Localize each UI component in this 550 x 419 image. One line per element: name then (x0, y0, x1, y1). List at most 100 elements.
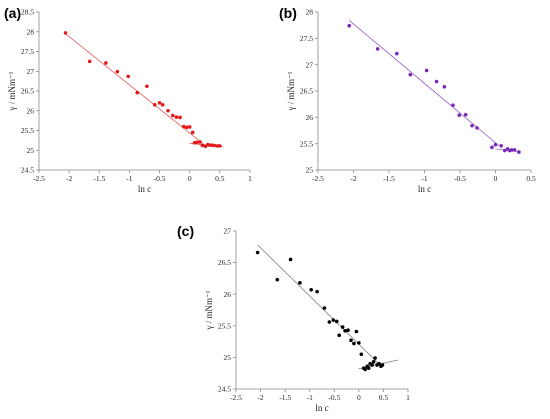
x-tick-label: -1 (126, 174, 132, 183)
data-point (145, 84, 149, 89)
data-point (198, 140, 202, 144)
y-tick-label: 27 (224, 227, 232, 236)
y-tick-label: 26 (27, 106, 35, 115)
panel-label: (b) (279, 5, 297, 21)
y-tick-label: 28.5 (21, 8, 34, 17)
x-tick-label: -0.5 (454, 174, 466, 183)
data-point (363, 367, 368, 372)
data-point (352, 341, 356, 346)
panel-label: (c) (177, 223, 194, 239)
x-tick-label: -1.5 (93, 174, 105, 183)
data-point (375, 47, 380, 51)
data-point (510, 148, 514, 152)
y-tick-label: 26.5 (300, 87, 313, 96)
x-tick-label: -1.5 (383, 174, 395, 183)
x-tick-label: 1 (406, 393, 410, 402)
y-tick-label: 27.5 (21, 47, 34, 56)
data-point (104, 61, 108, 65)
x-tick-label: 0.5 (379, 393, 389, 402)
data-point (331, 318, 336, 322)
chart-panel-2: (c) -2.5 -2 -1.5 -1 -0.5 0 0.5 1 24.5 25 25.5 26 26.5… (177, 223, 410, 413)
y-axis-label: γ / mNm⁻¹ (204, 290, 214, 330)
y-tick-label: 27 (306, 60, 314, 69)
x-tick-label: -2 (350, 174, 356, 183)
y-tick-label: 26 (306, 113, 314, 122)
y-tick-label: 24.5 (21, 166, 34, 175)
data-point (135, 90, 140, 95)
data-point (512, 148, 517, 152)
y-tick-label: 26.5 (21, 87, 34, 96)
data-point (337, 333, 342, 338)
x-tick-label: 0.5 (526, 174, 536, 183)
data-point (499, 143, 503, 148)
data-point (346, 328, 350, 333)
data-point (309, 287, 313, 292)
data-point (157, 101, 162, 105)
data-point (475, 126, 479, 130)
x-tick-label: -1 (421, 174, 427, 183)
x-tick-label: -2.5 (230, 393, 242, 402)
x-tick-label: 0.5 (215, 174, 225, 183)
data-point (343, 329, 347, 333)
chart-panel-1: (b) -2.5 -2 -1.5 -1 -0.5 0 0.5 25 25.5 26 26.5 27 27.… (279, 5, 536, 194)
data-point (370, 363, 374, 367)
data-point (373, 356, 377, 360)
y-tick-label: 24.5 (218, 385, 231, 394)
data-point (502, 148, 507, 153)
data-point (366, 366, 371, 370)
data-point (457, 113, 462, 118)
y-tick-label: 25 (224, 353, 232, 362)
data-point (200, 143, 205, 148)
data-point (490, 145, 494, 150)
y-axis-label: γ / mNm⁻¹ (286, 71, 296, 111)
y-tick-label: 26.5 (218, 258, 231, 267)
data-point (359, 352, 364, 357)
data-point (434, 79, 439, 84)
data-point (115, 69, 120, 74)
data-point (174, 115, 179, 119)
x-tick-label: 1 (248, 174, 252, 183)
data-point (322, 306, 327, 310)
y-tick-label: 28 (306, 8, 314, 17)
y-tick-label: 27.5 (300, 34, 313, 43)
data-point (354, 329, 359, 334)
data-point (255, 250, 260, 255)
data-point (160, 103, 165, 107)
data-point (357, 341, 361, 345)
data-point (218, 144, 222, 148)
data-point (315, 289, 319, 294)
data-point (424, 68, 429, 73)
data-point (178, 115, 182, 120)
y-axis-label: γ / mNm⁻¹ (7, 71, 17, 111)
y-tick-label: 28 (27, 27, 35, 36)
data-point (470, 123, 474, 128)
y-tick-label: 25 (306, 166, 314, 175)
x-tick-label: -1 (307, 393, 313, 402)
y-tick-label: 25.5 (21, 126, 34, 135)
chart-panel-0: (a) -2.5 -2 -1.5 -1 -0.5 0 0.5 1 24.5 25 25.5 26 26.5… (4, 5, 252, 194)
data-point (195, 140, 199, 145)
data-point (340, 325, 345, 329)
data-point (126, 74, 131, 79)
data-point (288, 257, 293, 262)
data-point (493, 142, 498, 147)
data-point (451, 103, 455, 108)
data-point (152, 103, 157, 107)
data-point (212, 143, 217, 148)
fit-line (349, 20, 500, 147)
y-tick-label: 27 (27, 67, 35, 76)
y-tick-label: 25 (27, 146, 35, 155)
data-point (442, 84, 447, 89)
y-tick-label: 25.5 (218, 321, 231, 330)
x-tick-label: 0 (188, 174, 192, 183)
data-point (347, 23, 352, 28)
data-point (166, 108, 170, 113)
x-tick-label: -0.5 (328, 393, 340, 402)
data-point (377, 361, 381, 366)
data-point (184, 125, 189, 130)
fit-line (65, 33, 206, 146)
data-point (371, 360, 376, 364)
data-point (87, 59, 92, 64)
x-tick-label: -2.5 (33, 174, 45, 183)
